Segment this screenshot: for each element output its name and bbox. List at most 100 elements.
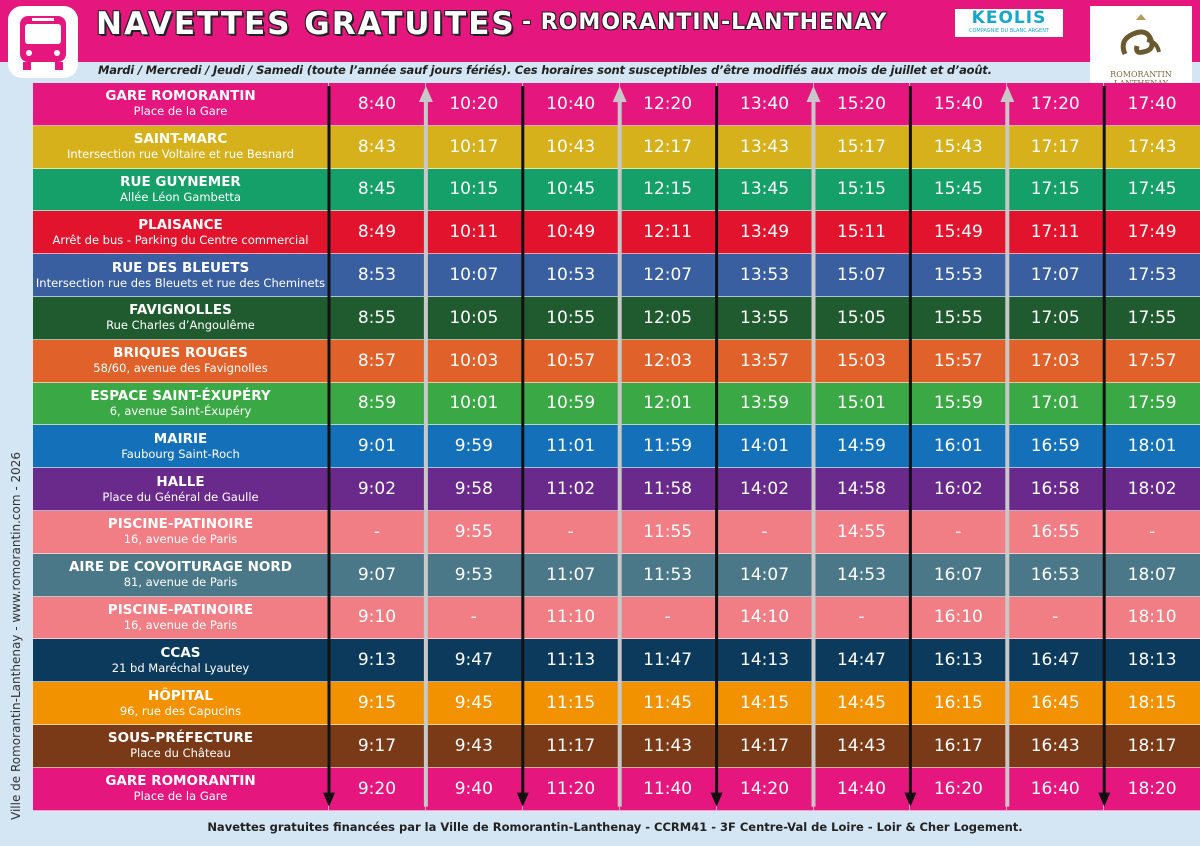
time-cell: 10:17 <box>424 125 522 168</box>
time-cell: 14:15 <box>715 682 813 724</box>
time-cell: 13:59 <box>715 382 813 425</box>
time-cell: 15:57 <box>909 339 1006 382</box>
time-cell: 10:05 <box>424 297 522 339</box>
stop-cell: MAIRIE Faubourg Saint-Roch <box>33 425 328 467</box>
stop-address: Rue Charles d’Angoulême <box>106 318 255 333</box>
time-cell: 15:59 <box>909 382 1006 425</box>
time-cell: 9:59 <box>424 425 522 468</box>
time-cell: 9:20 <box>328 767 425 810</box>
time-cell: 15:55 <box>909 297 1006 339</box>
time-cell: 15:15 <box>812 168 910 211</box>
table-row: HALLE Place du Général de Gaulle 9:02 9:58 1… <box>33 468 1200 511</box>
time-cell: 9:13 <box>328 639 425 682</box>
time-cell: 12:17 <box>618 125 716 168</box>
time-cell: 11:15 <box>521 682 619 724</box>
time-cell: 11:13 <box>521 639 619 682</box>
stop-address: 81, avenue de Paris <box>123 575 238 590</box>
table-row: PLAISANCE Arrêt de bus - Parking du Centr… <box>33 211 1200 255</box>
time-cell: 17:57 <box>1103 339 1200 382</box>
time-cell: 16:01 <box>909 425 1006 468</box>
time-cell: 15:53 <box>909 254 1006 296</box>
keolis-name: KEOLIS <box>971 8 1047 28</box>
time-cell: 18:07 <box>1103 553 1200 596</box>
stop-cell: GARE ROMORANTIN Place de la Gare <box>33 768 328 810</box>
time-cell: 17:59 <box>1103 382 1200 425</box>
time-cell: 13:49 <box>715 211 813 254</box>
time-cell: - <box>328 511 425 553</box>
time-cell: 16:02 <box>909 468 1006 510</box>
time-cell: - <box>812 596 910 639</box>
time-cell: 11:10 <box>521 596 619 639</box>
time-cell: 9:10 <box>328 596 425 639</box>
time-cell: 16:13 <box>909 639 1006 682</box>
time-cell: 15:07 <box>812 254 910 296</box>
time-cell: 14:02 <box>715 468 813 510</box>
stop-address: Intersection rue Voltaire et rue Besnard <box>66 147 295 162</box>
town-crest: ROMORANTIN LANTHENAY <box>1090 6 1192 92</box>
time-cell: 10:01 <box>424 382 522 425</box>
time-cell: 12:20 <box>618 83 716 125</box>
stop-name: PLAISANCE <box>138 216 223 233</box>
table-row: RUE GUYNEMER Allée Léon Gambetta 8:45 10:15… <box>33 168 1200 212</box>
time-cell: 17:11 <box>1006 211 1103 254</box>
stop-address: Place de la Gare <box>133 104 228 119</box>
stop-address: Arrêt de bus - Parking du Centre commerc… <box>52 232 309 247</box>
time-cell: 14:43 <box>812 725 910 767</box>
time-cell: 10:43 <box>521 125 619 168</box>
time-cell: 11:43 <box>618 725 716 767</box>
keolis-subtitle: COMPAGNIE DU BLANC ARGENT <box>969 28 1049 34</box>
stop-address: 21 bd Maréchal Lyautey <box>111 660 250 675</box>
time-cell: 18:13 <box>1103 639 1200 682</box>
time-cell: 11:01 <box>521 425 619 468</box>
time-cell: 9:45 <box>424 682 522 724</box>
stop-cell: AIRE DE COVOITURAGE NORD 81, avenue de Pa… <box>33 554 328 596</box>
stop-name: HÔPITAL <box>148 687 213 704</box>
stop-cell: RUE GUYNEMER Allée Léon Gambetta <box>33 169 328 211</box>
time-cell: 10:20 <box>424 83 522 125</box>
time-cell: 16:10 <box>909 596 1006 639</box>
time-cell: 17:05 <box>1006 297 1103 339</box>
time-cell: 13:55 <box>715 297 813 339</box>
time-cell: 11:47 <box>618 639 716 682</box>
time-cell: - <box>521 511 619 553</box>
time-cell: 10:11 <box>424 211 522 254</box>
stop-address: 58/60, avenue des Favignolles <box>93 361 268 376</box>
time-cell: 9:15 <box>328 682 425 724</box>
stop-cell: SOUS-PRÉFECTURE Place du Château <box>33 725 328 767</box>
time-cell: 17:49 <box>1103 211 1200 254</box>
time-cell: 14:55 <box>812 511 910 553</box>
time-cell: 12:07 <box>618 254 716 296</box>
table-row: CCAS 21 bd Maréchal Lyautey 9:13 9:47 11:13 1… <box>33 639 1200 683</box>
time-cell: 11:40 <box>618 767 716 810</box>
stop-cell: FAVIGNOLLES Rue Charles d’Angoulême <box>33 297 328 339</box>
time-cell: 11:20 <box>521 767 619 810</box>
time-cell: 9:43 <box>424 725 522 767</box>
time-cell: 17:07 <box>1006 254 1103 296</box>
time-cell: 16:17 <box>909 725 1006 767</box>
time-cell: - <box>618 596 716 639</box>
time-cell: 18:17 <box>1103 725 1200 767</box>
time-cell: 15:49 <box>909 211 1006 254</box>
stop-address: 96, rue des Capucins <box>119 703 242 718</box>
time-cell: 15:20 <box>812 83 910 125</box>
time-cell: 17:53 <box>1103 254 1200 296</box>
time-cell: 15:05 <box>812 297 910 339</box>
table-row: PISCINE-PATINOIRE 16, avenue de Paris -9:5… <box>33 511 1200 554</box>
stop-cell: PISCINE-PATINOIRE 16, avenue de Paris <box>33 597 328 639</box>
time-cell: 16:47 <box>1006 639 1103 682</box>
time-cell: 10:03 <box>424 339 522 382</box>
time-cell: 10:53 <box>521 254 619 296</box>
time-cell: 14:07 <box>715 553 813 596</box>
time-cell: 15:01 <box>812 382 910 425</box>
time-cell: 10:07 <box>424 254 522 296</box>
time-cell: 8:59 <box>328 382 425 425</box>
time-cell: 17:45 <box>1103 168 1200 211</box>
subtitle: Mardi / Mercredi / Jeudi / Samedi (toute… <box>98 63 992 77</box>
time-cell: 12:03 <box>618 339 716 382</box>
time-cell: 9:47 <box>424 639 522 682</box>
time-cell: 9:02 <box>328 468 425 510</box>
table-row: SAINT-MARC Intersection rue Voltaire et r… <box>33 125 1200 169</box>
crest-icon <box>1120 14 1161 55</box>
stop-cell: PLAISANCE Arrêt de bus - Parking du Centr… <box>33 211 328 253</box>
time-cell: 14:40 <box>812 767 910 810</box>
